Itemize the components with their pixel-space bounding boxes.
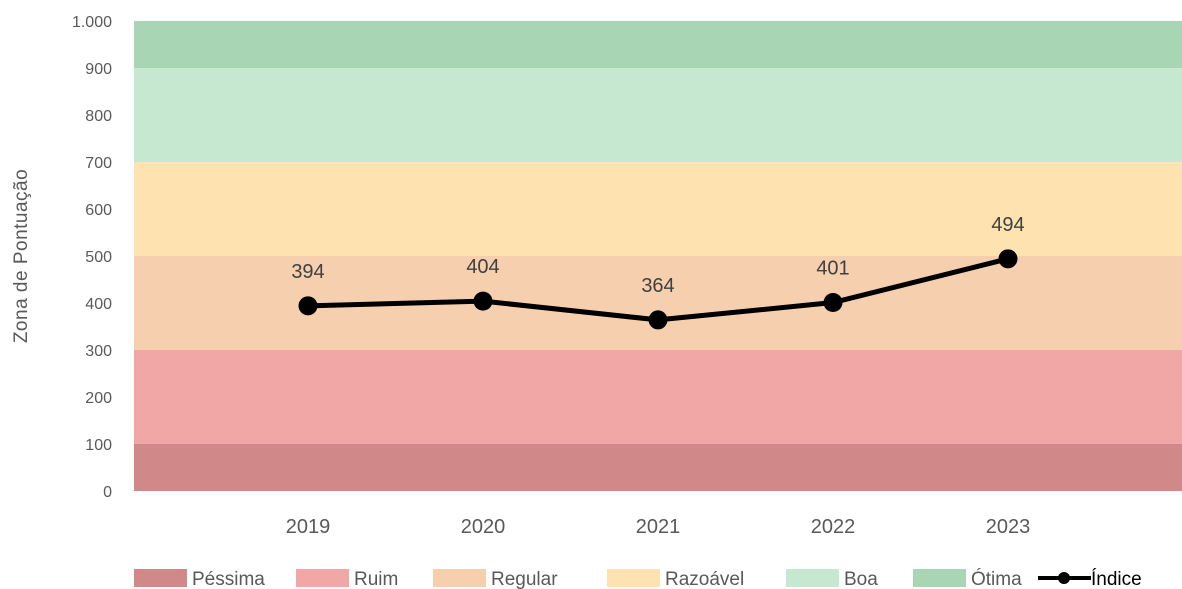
- zone-band-5: [134, 21, 1182, 68]
- zone-band-0: [134, 444, 1182, 491]
- data-label: 401: [816, 258, 849, 280]
- data-label: 394: [291, 261, 324, 283]
- x-tick-label: 2020: [461, 516, 506, 538]
- legend-marker: [1058, 572, 1070, 584]
- data-label: 494: [991, 214, 1024, 236]
- x-tick-label: 2023: [986, 516, 1031, 538]
- index-series: [298, 249, 1018, 330]
- y-tick-label: 400: [85, 296, 112, 313]
- legend-label: Ótima: [971, 568, 1022, 589]
- y-tick-label: 300: [85, 343, 112, 360]
- legend: Péssima Ruim Regular Razoável Boa Ótima Índice: [134, 568, 1142, 589]
- legend-swatch: [433, 569, 486, 587]
- y-tick-label: 200: [85, 390, 112, 407]
- y-tick-label: 0: [103, 484, 112, 501]
- y-tick-label: 100: [85, 437, 112, 454]
- zone-band-4: [134, 68, 1182, 162]
- x-axis: 2019 2020 2021 2022 2023: [286, 516, 1031, 538]
- x-tick-label: 2022: [811, 516, 856, 538]
- y-tick-label: 500: [85, 249, 112, 266]
- data-point: [298, 296, 318, 316]
- legend-label: Boa: [844, 569, 878, 589]
- data-point: [823, 293, 843, 313]
- y-tick-label: 700: [85, 155, 112, 172]
- x-tick-label: 2021: [636, 516, 681, 538]
- x-tick-label: 2019: [286, 516, 331, 538]
- y-tick-label: 1.000: [72, 14, 112, 31]
- legend-label: Péssima: [192, 569, 265, 589]
- zone-band-3: [134, 162, 1182, 256]
- data-label: 404: [466, 256, 499, 278]
- legend-swatch: [913, 569, 966, 587]
- data-point: [473, 291, 493, 311]
- legend-label: Índice: [1091, 569, 1142, 589]
- data-point: [998, 249, 1018, 269]
- y-tick-label: 600: [85, 202, 112, 219]
- legend-swatch: [607, 569, 660, 587]
- y-tick-label: 800: [85, 108, 112, 125]
- score-zone-bands: [134, 21, 1182, 491]
- y-tick-label: 900: [85, 61, 112, 78]
- legend-swatch: [296, 569, 349, 587]
- legend-swatch: [786, 569, 839, 587]
- legend-swatch: [134, 569, 187, 587]
- data-labels: 394 404 364 401 494: [291, 214, 1024, 297]
- legend-label: Ruim: [354, 569, 398, 589]
- legend-label: Razoável: [665, 569, 744, 589]
- legend-label: Regular: [491, 569, 558, 589]
- y-axis-title: Zona de Pontuação: [11, 169, 32, 343]
- y-axis: 0 100 200 300 400 500 600 700 800 900 1.000: [72, 14, 112, 501]
- data-label: 364: [641, 275, 674, 297]
- data-point: [648, 310, 668, 330]
- zone-band-1: [134, 350, 1182, 444]
